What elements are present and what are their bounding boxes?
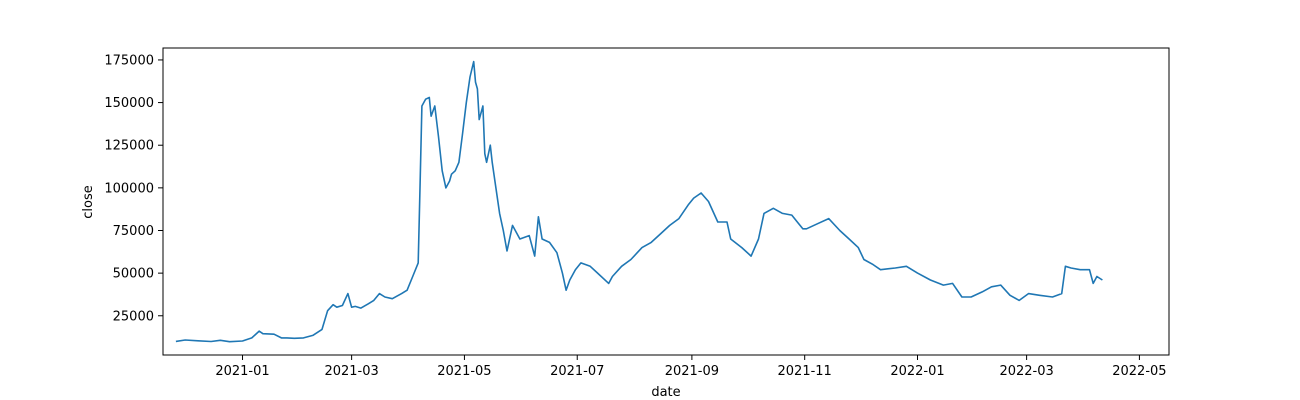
y-tick-label: 175000: [104, 53, 154, 68]
x-tick-label: 2021-11: [778, 364, 832, 379]
x-tick-label: 2021-09: [665, 364, 719, 379]
y-tick-label: 75000: [113, 224, 154, 239]
series-layer: [175, 60, 1103, 343]
y-tick-label: 50000: [113, 267, 154, 282]
series-line-close: [175, 60, 1103, 343]
y-axis-label: close: [81, 185, 96, 218]
x-tick-label: 2021-03: [324, 364, 378, 379]
plot-border: [162, 47, 1170, 356]
y-tick-label: 100000: [104, 181, 154, 196]
axes-frame: [162, 47, 1170, 356]
x-tick-label: 2022-05: [1112, 364, 1166, 379]
x-tick-label: 2022-01: [890, 364, 944, 379]
y-axis-ticks: 25000 50000 75000 100000 125000 150000 175000: [104, 53, 163, 324]
y-tick-label: 150000: [104, 96, 154, 111]
x-axis-ticks: 2021-01 2021-03 2021-05 2021-07 2021-09 2021-…: [215, 355, 1167, 379]
y-tick-label: 25000: [113, 309, 154, 324]
plot-area: [163, 48, 1169, 355]
x-tick-label: 2022-03: [999, 364, 1053, 379]
y-tick-label: 125000: [104, 139, 154, 154]
x-tick-label: 2021-05: [437, 364, 491, 379]
x-tick-label: 2021-07: [550, 364, 604, 379]
x-tick-label: 2021-01: [215, 364, 269, 379]
x-axis-label: date: [651, 385, 680, 400]
